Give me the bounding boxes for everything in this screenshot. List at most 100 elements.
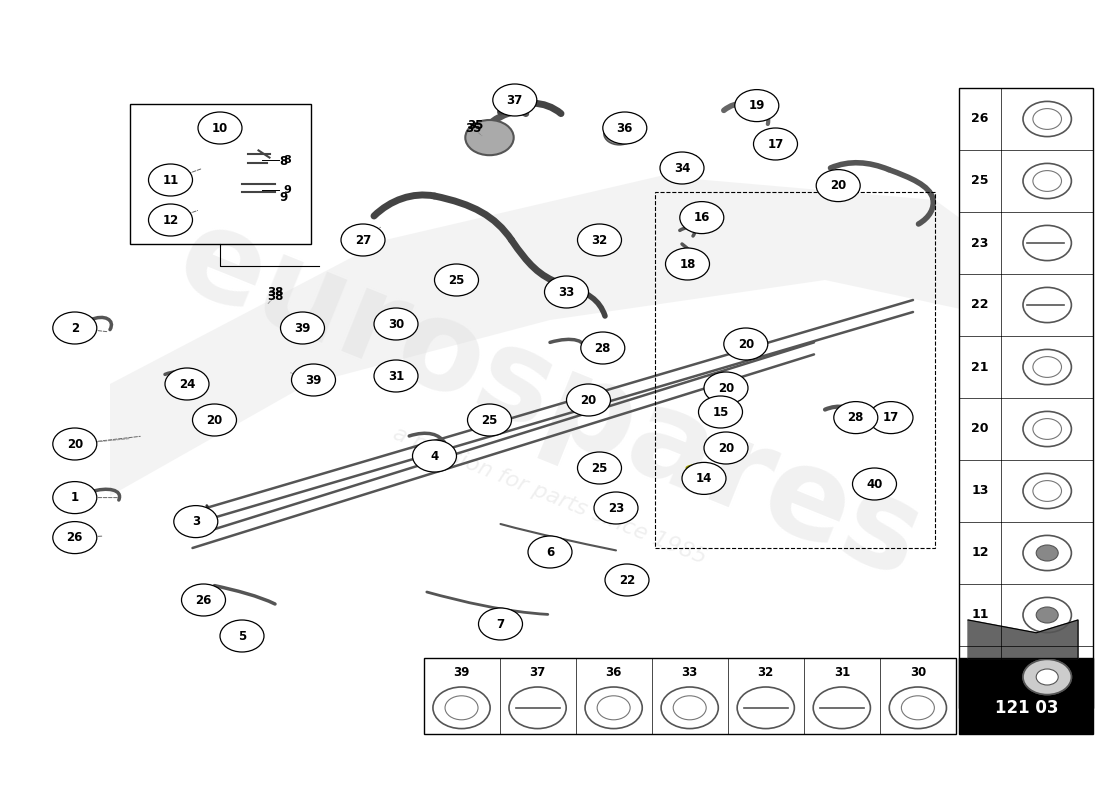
Circle shape	[834, 402, 878, 434]
Text: 31: 31	[388, 370, 404, 382]
Circle shape	[594, 492, 638, 524]
Text: 11: 11	[163, 174, 178, 186]
Polygon shape	[968, 620, 1078, 658]
Text: 20: 20	[67, 438, 82, 450]
Text: 10: 10	[971, 670, 989, 683]
Text: 32: 32	[758, 666, 774, 678]
Text: 6: 6	[546, 546, 554, 558]
Circle shape	[53, 312, 97, 344]
Bar	[959, 658, 1093, 734]
Circle shape	[198, 112, 242, 144]
Text: 20: 20	[830, 179, 846, 192]
Circle shape	[292, 364, 336, 396]
Text: 38: 38	[267, 290, 283, 302]
Text: 12: 12	[163, 214, 178, 226]
Text: 16: 16	[694, 211, 710, 224]
Text: 40: 40	[867, 478, 882, 490]
Circle shape	[578, 452, 621, 484]
Circle shape	[704, 432, 748, 464]
Text: 24: 24	[179, 378, 195, 390]
Circle shape	[682, 462, 726, 494]
Text: 11: 11	[971, 609, 989, 622]
Circle shape	[53, 522, 97, 554]
Text: 14: 14	[696, 472, 712, 485]
Text: 25: 25	[449, 274, 464, 286]
Text: 2: 2	[70, 322, 79, 334]
Circle shape	[341, 224, 385, 256]
Text: 33: 33	[559, 286, 574, 298]
Circle shape	[604, 122, 635, 145]
Text: eurospares: eurospares	[161, 196, 939, 604]
Circle shape	[374, 360, 418, 392]
Circle shape	[544, 276, 588, 308]
Text: 4: 4	[430, 450, 439, 462]
Text: 8: 8	[284, 155, 292, 165]
Bar	[959, 88, 1093, 708]
Text: 9: 9	[284, 186, 292, 195]
Text: 22: 22	[971, 298, 989, 311]
Text: 36: 36	[605, 666, 621, 678]
Text: 20: 20	[738, 338, 754, 350]
Text: 12: 12	[971, 546, 989, 559]
Text: 23: 23	[971, 237, 989, 250]
Bar	[424, 658, 956, 734]
Circle shape	[1036, 545, 1058, 561]
Circle shape	[220, 620, 264, 652]
Text: 26: 26	[196, 594, 211, 606]
Circle shape	[174, 506, 218, 538]
Text: 39: 39	[295, 322, 310, 334]
Circle shape	[698, 396, 742, 428]
PathPatch shape	[110, 176, 1012, 496]
Text: 25: 25	[482, 414, 497, 426]
Text: 25: 25	[971, 174, 989, 187]
Circle shape	[1036, 607, 1058, 623]
Text: 20: 20	[581, 394, 596, 406]
Circle shape	[754, 128, 798, 160]
Text: 26: 26	[67, 531, 82, 544]
Circle shape	[735, 90, 779, 122]
Text: 20: 20	[718, 382, 734, 394]
Text: 23: 23	[608, 502, 624, 514]
Text: 17: 17	[768, 130, 783, 142]
Text: 39: 39	[306, 374, 321, 386]
Text: 18: 18	[680, 258, 695, 270]
Text: 10: 10	[212, 122, 228, 134]
Circle shape	[53, 428, 97, 460]
Circle shape	[581, 332, 625, 364]
Text: 28: 28	[595, 342, 610, 354]
Text: 27: 27	[355, 234, 371, 246]
Circle shape	[434, 264, 478, 296]
Text: 28: 28	[848, 411, 864, 424]
Circle shape	[528, 536, 572, 568]
Circle shape	[816, 170, 860, 202]
Text: 34: 34	[674, 162, 690, 174]
Bar	[654, 192, 935, 548]
Text: 17: 17	[768, 138, 783, 150]
Circle shape	[280, 312, 324, 344]
Text: 19: 19	[749, 94, 764, 106]
Circle shape	[704, 372, 748, 404]
Circle shape	[1023, 659, 1071, 694]
Text: 22: 22	[619, 574, 635, 586]
Text: 121 03: 121 03	[994, 699, 1058, 717]
Circle shape	[148, 164, 192, 196]
Circle shape	[148, 204, 192, 236]
Text: 20: 20	[718, 442, 734, 454]
Circle shape	[724, 328, 768, 360]
Text: 3: 3	[191, 515, 200, 528]
Circle shape	[1036, 669, 1058, 685]
Text: 37: 37	[529, 666, 546, 678]
Text: 25: 25	[592, 462, 607, 474]
Circle shape	[605, 564, 649, 596]
Text: a passion for parts since 1985: a passion for parts since 1985	[390, 424, 710, 568]
Text: 8: 8	[279, 155, 288, 168]
Circle shape	[566, 384, 610, 416]
Text: 19: 19	[749, 99, 764, 112]
Circle shape	[412, 440, 456, 472]
Circle shape	[603, 112, 647, 144]
Circle shape	[869, 402, 913, 434]
Text: 31: 31	[834, 666, 850, 678]
Text: 15: 15	[713, 406, 728, 418]
Text: 1: 1	[70, 491, 79, 504]
Bar	[130, 104, 311, 244]
